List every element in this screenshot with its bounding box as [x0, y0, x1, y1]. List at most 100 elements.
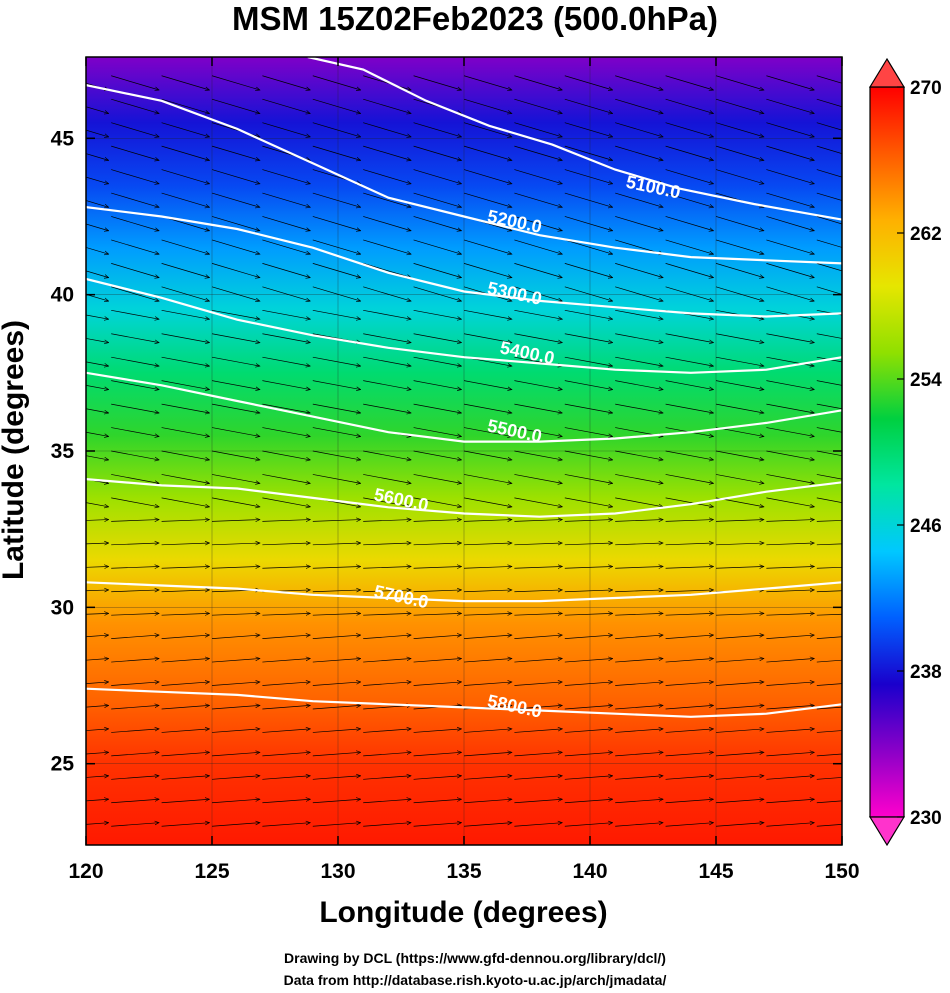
wind-arrow [766, 613, 814, 615]
wind-arrow [161, 543, 210, 545]
wind-arrow [463, 682, 512, 686]
wind-arrow [463, 520, 512, 522]
wind-arrow [715, 776, 764, 780]
wind-arrow [262, 566, 310, 568]
wind-arrow [715, 380, 764, 390]
wind-arrow [514, 682, 562, 686]
wind-arrow [615, 635, 663, 639]
wind-arrow [262, 752, 310, 757]
wind-arrow [211, 752, 260, 757]
wind-arrow [111, 799, 159, 804]
wind-arrow [715, 752, 764, 757]
wind-arrow [161, 776, 210, 780]
wind-arrow [363, 799, 411, 804]
wind-arrow [161, 239, 210, 254]
wind-arrow [816, 706, 842, 710]
wind-arrow [413, 216, 462, 230]
wind-arrow [211, 705, 260, 710]
wind-arrow [111, 192, 159, 207]
wind-arrow [514, 823, 562, 827]
wind-arrow [665, 403, 714, 413]
wind-arrow [363, 403, 411, 413]
wind-arrow [615, 192, 663, 207]
wind-arrow [766, 192, 814, 207]
wind-arrow [363, 450, 411, 460]
wind-arrow [161, 590, 210, 592]
wind-arrow [111, 122, 159, 137]
wind-arrow [363, 635, 411, 639]
contour-line [86, 84, 842, 265]
wind-arrow [766, 474, 814, 483]
wind-arrow [363, 729, 411, 733]
wind-arrow [211, 239, 260, 254]
wind-arrow [615, 403, 663, 413]
wind-arrow [463, 239, 512, 254]
wind-arrow [665, 823, 714, 827]
wind-arrow [211, 145, 260, 160]
wind-arrow [161, 192, 210, 207]
wind-arrow [766, 590, 814, 592]
wind-arrow [615, 799, 663, 804]
wind-arrow [413, 497, 462, 507]
wind-arrow [312, 659, 361, 663]
wind-arrow [816, 356, 842, 363]
wind-arrow [463, 403, 512, 413]
wind-arrow [312, 590, 361, 592]
wind-arrow [312, 286, 361, 301]
wind-arrow [413, 450, 462, 460]
wind-arrow [463, 192, 512, 207]
wind-arrow [615, 682, 663, 686]
wind-arrow [111, 474, 159, 483]
colorbar-tick-label: 270 [910, 78, 942, 99]
wind-arrow [363, 520, 411, 522]
wind-arrow [86, 129, 109, 137]
wind-arrow [615, 659, 663, 663]
wind-arrow [615, 543, 663, 545]
wind-arrow [615, 145, 663, 160]
wind-arrow [413, 145, 462, 160]
colorbar-tick-label: 230 [910, 808, 942, 829]
wind-arrow [665, 169, 714, 184]
wind-arrow [463, 122, 512, 137]
wind-arrow [211, 192, 260, 207]
wind-arrow [211, 566, 260, 568]
wind-arrow [312, 239, 361, 254]
wind-arrow [615, 98, 663, 113]
wind-arrow [86, 223, 109, 230]
wind-arrow [86, 106, 109, 113]
wind-arrow [665, 566, 714, 568]
wind-arrow [86, 635, 109, 639]
wind-arrow [86, 247, 109, 254]
wind-arrow [312, 752, 361, 757]
wind-arrow [111, 729, 159, 733]
wind-arrow [86, 799, 109, 803]
wind-arrow [413, 75, 462, 90]
wind-arrow [111, 380, 159, 390]
chart-title: MSM 15Z02Feb2023 (500.0hPa) [231, 0, 719, 37]
x-tick-label: 140 [572, 860, 607, 883]
wind-arrow [463, 613, 512, 615]
wind-arrow [816, 730, 842, 733]
wind-arrow [514, 169, 562, 184]
wind-arrow [363, 216, 411, 230]
wind-arrow [816, 566, 842, 569]
wind-arrow [615, 263, 663, 277]
wind-arrow [86, 823, 109, 827]
wind-arrow [211, 169, 260, 184]
wind-arrow [111, 705, 159, 710]
wind-arrow [463, 145, 512, 160]
wind-arrow [86, 729, 109, 733]
wind-arrow [86, 361, 109, 366]
wind-arrow [312, 427, 361, 437]
wind-arrow [211, 799, 260, 804]
credit-data: Data from http://database.rish.kyoto-u.a… [283, 972, 667, 988]
wind-arrow [161, 566, 210, 568]
wind-arrow [766, 659, 814, 663]
wind-arrow [86, 293, 109, 301]
wind-arrow [766, 705, 814, 710]
wind-arrow [161, 799, 210, 804]
wind-arrow [766, 169, 814, 184]
wind-arrow [564, 169, 613, 184]
wind-arrow [363, 613, 411, 615]
wind-arrow [463, 98, 512, 113]
